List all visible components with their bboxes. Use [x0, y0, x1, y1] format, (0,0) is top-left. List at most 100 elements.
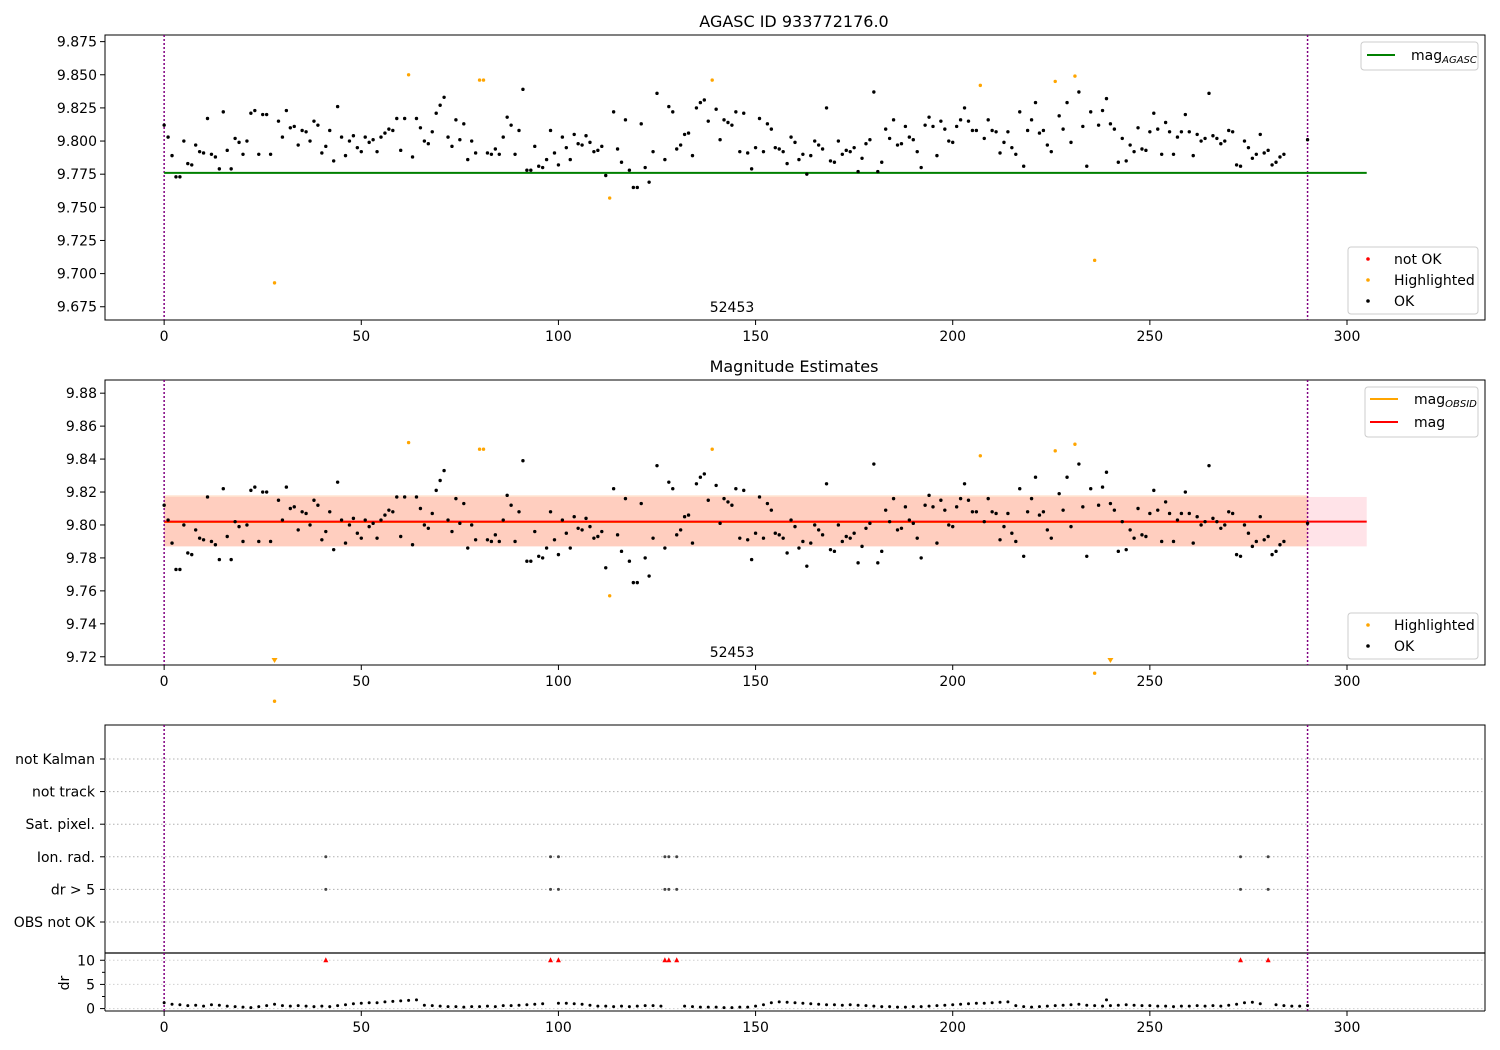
- x-tick-label: 0: [160, 1020, 169, 1036]
- ok-point: [1029, 118, 1034, 122]
- ok-point: [911, 138, 915, 142]
- ok-point: [245, 139, 249, 143]
- ok-point: [1037, 513, 1042, 517]
- flag-point: [663, 855, 667, 859]
- x-tick-label: 200: [939, 674, 966, 690]
- dr-point: [1235, 1002, 1239, 1006]
- ok-point: [367, 140, 371, 145]
- dr-point: [982, 1001, 986, 1005]
- ok-point: [316, 123, 320, 127]
- y-tick-label: 9.800: [57, 134, 97, 150]
- ok-point: [521, 87, 525, 92]
- ok-point: [552, 151, 557, 155]
- ok-point: [1282, 152, 1286, 157]
- ok-point: [186, 551, 190, 555]
- ok-point: [1006, 130, 1010, 134]
- ok-point: [178, 567, 182, 572]
- ok-point: [757, 495, 762, 499]
- flag-point: [549, 887, 553, 891]
- ok-point: [1211, 516, 1215, 521]
- dr-point: [1022, 1005, 1026, 1009]
- ok-point: [1207, 91, 1211, 96]
- ok-point: [493, 147, 498, 151]
- dr-point: [304, 1004, 308, 1008]
- ok-point: [237, 140, 241, 145]
- dr-point: [777, 1000, 781, 1004]
- ok-point: [395, 495, 399, 499]
- ok-point: [284, 108, 289, 113]
- y-tick-label: 9.88: [66, 386, 97, 402]
- ok-point: [852, 531, 856, 535]
- ok-point: [438, 478, 442, 483]
- highlighted-point: [1053, 79, 1057, 84]
- dr-point: [903, 1005, 907, 1009]
- ok-point: [895, 143, 900, 147]
- ok-point: [1179, 511, 1184, 516]
- dr-point: [872, 1004, 876, 1008]
- ok-point: [844, 534, 848, 539]
- ok-point: [257, 539, 261, 544]
- dr-point: [1290, 1004, 1294, 1008]
- ok-point: [1219, 141, 1223, 146]
- ok-point: [213, 155, 218, 159]
- ok-point: [899, 526, 904, 530]
- ok-point: [675, 147, 679, 151]
- y-tick-label: 10: [77, 953, 95, 969]
- ok-point: [1230, 511, 1235, 516]
- clipped-dr-marker: [555, 957, 561, 963]
- ok-point: [678, 528, 683, 532]
- ok-point: [568, 546, 572, 550]
- dr-point: [462, 1005, 466, 1009]
- dr-point: [588, 1003, 592, 1007]
- ok-point: [765, 122, 770, 126]
- ok-point: [887, 136, 892, 141]
- ok-point: [643, 556, 647, 560]
- dr-point: [746, 1005, 750, 1009]
- ok-point: [773, 531, 777, 535]
- ok-point: [998, 538, 1002, 542]
- ok-point: [462, 501, 466, 506]
- ok-point: [414, 495, 419, 499]
- dr-point: [509, 1004, 513, 1008]
- ok-point: [927, 493, 931, 498]
- dr-point: [620, 1004, 624, 1008]
- ok-point: [174, 567, 178, 572]
- ok-point: [1227, 128, 1231, 133]
- ok-point: [686, 131, 691, 135]
- ok-point: [880, 549, 884, 554]
- x-tick-label: 150: [742, 1020, 769, 1036]
- ok-point: [753, 145, 758, 150]
- ok-point: [434, 111, 438, 115]
- ok-point: [418, 506, 423, 511]
- dr-point: [832, 1003, 836, 1007]
- ok-point: [517, 128, 521, 133]
- ok-point: [1085, 164, 1089, 168]
- ok-point: [1270, 552, 1274, 557]
- ok-point: [1081, 124, 1085, 129]
- ok-point: [923, 503, 927, 507]
- ok-point: [757, 116, 762, 121]
- ok-point: [1069, 140, 1073, 145]
- ok-point: [722, 496, 726, 501]
- clipped-dr-marker: [1265, 957, 1271, 963]
- ok-point: [217, 167, 222, 171]
- ok-point: [316, 503, 320, 507]
- flag-point: [1266, 887, 1270, 891]
- ok-point: [919, 556, 923, 560]
- dr-point: [1156, 1004, 1160, 1008]
- ok-point: [422, 523, 427, 527]
- dr-point: [1104, 998, 1108, 1002]
- dr-point: [1140, 1004, 1144, 1008]
- clipped-dr-marker: [662, 957, 668, 963]
- ok-point: [1159, 539, 1164, 544]
- ok-point: [714, 107, 718, 111]
- ok-point: [986, 496, 990, 501]
- ok-point: [387, 508, 391, 512]
- dr-point: [367, 1001, 371, 1005]
- ok-point: [296, 143, 300, 147]
- ok-point: [540, 165, 545, 170]
- ok-point: [781, 536, 785, 540]
- dr-point: [280, 1004, 284, 1008]
- flag-point: [324, 855, 328, 859]
- ok-point: [655, 463, 659, 468]
